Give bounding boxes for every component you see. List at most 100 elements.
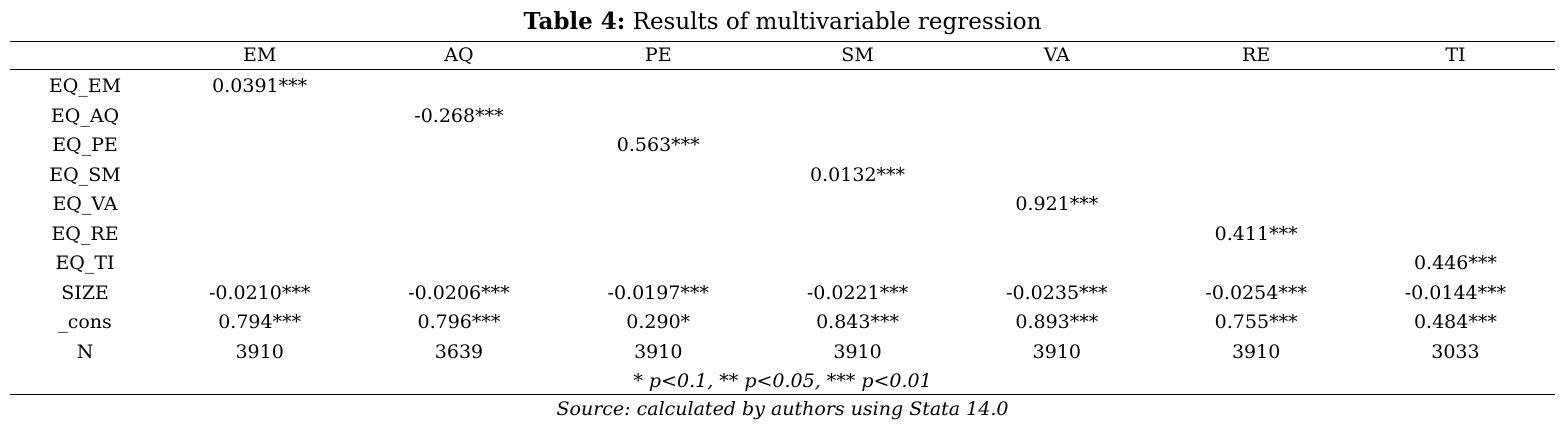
table-cell: 0.755*** bbox=[1214, 311, 1298, 333]
table-cell bbox=[1156, 102, 1355, 132]
row-label: EQ_RE bbox=[51, 222, 119, 245]
table-cell: -0.268*** bbox=[414, 104, 504, 127]
column-header-va: VA bbox=[1043, 44, 1070, 66]
table-row: N 3910 3639 3910 3910 3910 3910 3033 bbox=[10, 338, 1555, 368]
column-header-pe: PE bbox=[644, 44, 672, 66]
column-header-re: RE bbox=[1242, 44, 1271, 66]
table-cell: 0.0391*** bbox=[212, 75, 308, 97]
table-cell: 3910 bbox=[833, 340, 882, 363]
table-cell: 3910 bbox=[1231, 340, 1281, 363]
table-cell bbox=[758, 220, 957, 250]
table-cell bbox=[160, 102, 359, 132]
column-header bbox=[10, 40, 160, 70]
table-cell: 0.794*** bbox=[218, 311, 302, 333]
row-label: _cons bbox=[58, 311, 112, 333]
row-label: EQ_TI bbox=[55, 252, 115, 274]
table-cell: 3910 bbox=[235, 340, 284, 363]
table-cell bbox=[1156, 249, 1355, 279]
table-cell bbox=[1156, 161, 1355, 191]
row-label: EQ_SM bbox=[49, 163, 121, 186]
table-cell bbox=[758, 70, 957, 102]
table-cell bbox=[160, 190, 359, 220]
table-cell: -0.0210*** bbox=[208, 281, 311, 304]
column-header-em: EM bbox=[242, 44, 277, 66]
table-cell: -0.0206*** bbox=[408, 281, 510, 304]
table-cell bbox=[1156, 131, 1355, 161]
table-cell bbox=[957, 220, 1156, 250]
table-cell bbox=[758, 131, 957, 161]
source-note: Source: calculated by authors using Stat… bbox=[556, 398, 1009, 420]
table-cell: -0.0254*** bbox=[1205, 281, 1307, 304]
table-cell bbox=[758, 249, 957, 279]
table-cell bbox=[160, 220, 359, 250]
table-cell bbox=[160, 249, 359, 279]
table-cell: -0.0197*** bbox=[607, 281, 709, 304]
table-title: Table 4: Results of multivariable regres… bbox=[0, 6, 1565, 38]
table-cell bbox=[559, 249, 758, 279]
table-cell: 3910 bbox=[634, 340, 683, 363]
table-cell bbox=[359, 220, 558, 250]
table-cell: 0.796*** bbox=[417, 311, 501, 333]
table-cell bbox=[359, 161, 558, 191]
table-row: _cons 0.794*** 0.796*** 0.290* 0.843*** 0.893… bbox=[10, 308, 1555, 338]
table-row: SIZE -0.0210*** -0.0206*** -0.0197*** -0.022… bbox=[10, 279, 1555, 309]
table-cell: 0.893*** bbox=[1015, 311, 1099, 333]
column-header-ti: TI bbox=[1445, 44, 1466, 66]
table-cell: 0.0132*** bbox=[810, 163, 906, 186]
table-cell bbox=[359, 190, 558, 220]
table-row: EQ_PE 0.563*** bbox=[10, 131, 1555, 161]
table-cell: 0.290* bbox=[626, 311, 691, 333]
significance-note: * p<0.1, ** p<0.05, *** p<0.01 bbox=[633, 370, 932, 392]
table-cell bbox=[957, 249, 1156, 279]
bottom-rule bbox=[10, 394, 1555, 395]
table-cell bbox=[359, 131, 558, 161]
table-cell bbox=[160, 161, 359, 191]
table-cell bbox=[1356, 102, 1555, 132]
table-cell bbox=[758, 190, 957, 220]
table-cell: 3639 bbox=[434, 340, 484, 363]
table-cell bbox=[359, 70, 558, 102]
table-number: Table 4: bbox=[523, 8, 626, 35]
regression-table: EM AQ PE SM VA RE TI EQ_EM 0.0391*** EQ_AQ… bbox=[10, 40, 1555, 397]
table-cell: 0.446*** bbox=[1413, 252, 1497, 274]
table-cell bbox=[559, 220, 758, 250]
table-row: EQ_SM 0.0132*** bbox=[10, 161, 1555, 191]
table-row: EQ_TI 0.446*** bbox=[10, 249, 1555, 279]
significance-note-row: * p<0.1, ** p<0.05, *** p<0.01 bbox=[10, 367, 1555, 397]
row-label: EQ_PE bbox=[52, 134, 118, 156]
table-cell bbox=[1156, 70, 1355, 102]
table-cell bbox=[1356, 161, 1555, 191]
table-cell bbox=[957, 131, 1156, 161]
column-header-sm: SM bbox=[841, 44, 874, 66]
table-cell bbox=[1156, 190, 1355, 220]
table-cell bbox=[1356, 131, 1555, 161]
table-cell bbox=[559, 161, 758, 191]
table-cell bbox=[160, 131, 359, 161]
table-cell bbox=[559, 190, 758, 220]
table-body: EQ_EM 0.0391*** EQ_AQ -0.268*** EQ_PE 0.563**… bbox=[10, 70, 1555, 397]
table-cell: -0.0144*** bbox=[1404, 281, 1507, 304]
table-cell: 0.411*** bbox=[1214, 222, 1298, 245]
row-label: EQ_EM bbox=[48, 75, 122, 97]
table-cell bbox=[559, 70, 758, 102]
table-cell bbox=[1356, 190, 1555, 220]
table-cell: 0.484*** bbox=[1413, 311, 1497, 333]
top-rule bbox=[10, 41, 1555, 42]
table-cell bbox=[559, 102, 758, 132]
table-cell: -0.0235*** bbox=[1006, 281, 1108, 304]
table-row: EQ_RE 0.411*** bbox=[10, 220, 1555, 250]
table-cell bbox=[1356, 70, 1555, 102]
table-row: EQ_EM 0.0391*** bbox=[10, 70, 1555, 102]
table-cell: 0.921*** bbox=[1015, 193, 1099, 215]
table-cell bbox=[1356, 220, 1555, 250]
table-cell bbox=[359, 249, 558, 279]
table-row: EQ_VA 0.921*** bbox=[10, 190, 1555, 220]
row-label: EQ_AQ bbox=[50, 104, 120, 127]
table-cell: 3910 bbox=[1032, 340, 1082, 363]
table-row: EQ_AQ -0.268*** bbox=[10, 102, 1555, 132]
table-cell: 0.843*** bbox=[816, 311, 899, 333]
table-cell: 3033 bbox=[1431, 340, 1480, 363]
table-cell: 0.563*** bbox=[616, 134, 700, 156]
table-caption: Results of multivariable regression bbox=[632, 9, 1042, 35]
table-cell bbox=[957, 161, 1156, 191]
